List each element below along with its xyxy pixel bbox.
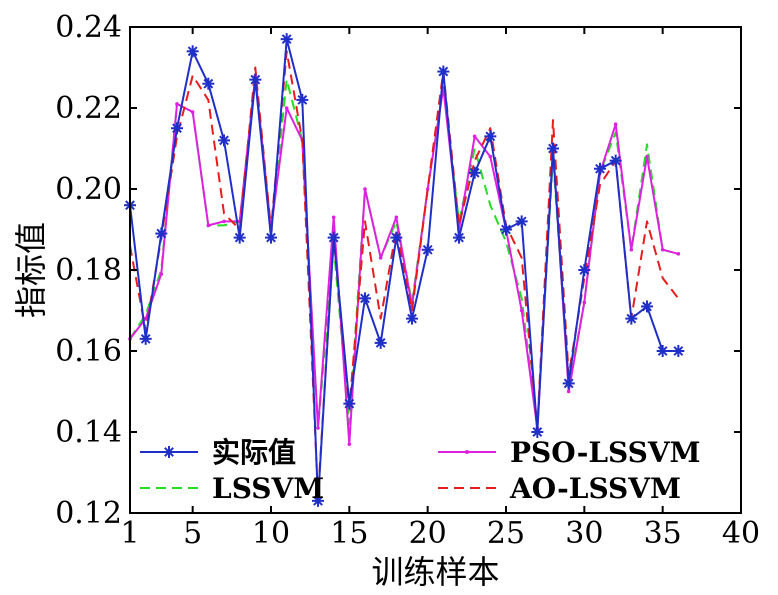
x-tick-label: 5 xyxy=(183,516,202,551)
data-point xyxy=(562,377,575,390)
series-line xyxy=(129,74,679,446)
data-point xyxy=(594,162,606,175)
legend: 实际值 PSO-LSSVM LSSVM AO-LSSVM xyxy=(140,436,701,505)
data-point xyxy=(171,122,183,135)
x-tick-label: 15 xyxy=(330,516,368,551)
data-point xyxy=(331,215,336,220)
legend-item: LSSVM xyxy=(140,472,324,505)
series-4 xyxy=(129,50,680,498)
data-point xyxy=(582,300,587,305)
data-point xyxy=(421,243,434,256)
legend-label: LSSVM xyxy=(212,472,324,505)
data-point xyxy=(625,312,638,325)
data-point xyxy=(676,252,681,256)
data-point xyxy=(316,426,320,430)
data-point xyxy=(390,231,403,244)
data-point xyxy=(378,256,383,260)
y-axis-label: 指标值 xyxy=(12,222,50,318)
data-point xyxy=(656,345,669,357)
data-point xyxy=(488,154,493,159)
data-point xyxy=(222,219,226,224)
x-axis-label: 训练样本 xyxy=(371,553,499,591)
legend-item: PSO-LSSVM xyxy=(438,436,701,469)
legend-label: 实际值 xyxy=(212,436,296,469)
data-point xyxy=(672,345,685,357)
data-point xyxy=(284,106,289,110)
data-point xyxy=(515,215,528,228)
legend-item: 实际值 xyxy=(140,436,296,469)
data-point xyxy=(186,45,199,58)
series-1 xyxy=(124,33,685,507)
data-point xyxy=(139,332,152,345)
data-point xyxy=(641,300,653,313)
y-tick-label: 0.12 xyxy=(55,496,122,531)
series-line xyxy=(129,50,680,498)
data-point xyxy=(453,231,465,244)
data-point xyxy=(206,223,211,228)
data-point xyxy=(468,166,481,179)
plot-lines xyxy=(124,33,685,507)
y-tick-label: 0.20 xyxy=(55,172,122,207)
data-point xyxy=(660,247,665,252)
x-tick-label: 10 xyxy=(252,516,290,551)
series-3 xyxy=(128,73,681,446)
data-point xyxy=(437,65,450,78)
data-point xyxy=(233,231,246,244)
data-point xyxy=(406,312,418,325)
series-line xyxy=(129,38,679,502)
y-tick-label: 0.18 xyxy=(55,253,122,288)
data-point xyxy=(359,292,371,305)
data-point xyxy=(155,227,168,240)
data-point xyxy=(202,77,215,90)
data-point xyxy=(531,426,544,438)
y-tick-label: 0.14 xyxy=(55,415,122,450)
data-point xyxy=(280,33,293,46)
data-point xyxy=(500,223,512,236)
data-point xyxy=(566,389,571,394)
data-point xyxy=(629,247,634,252)
data-point xyxy=(175,102,179,106)
data-point xyxy=(218,134,230,147)
legend-item: AO-LSSVM xyxy=(438,472,681,505)
y-tick-label: 0.24 xyxy=(55,10,122,45)
data-point xyxy=(613,122,618,126)
axis-ticks: 1 5 10 15 20 25 30 35 400.120.140.160.180.200.22… xyxy=(55,10,760,551)
x-tick-label: 25 xyxy=(487,516,525,551)
data-point xyxy=(265,231,277,244)
x-tick-label: 40 xyxy=(722,516,760,551)
data-point xyxy=(645,154,649,159)
data-point xyxy=(484,130,497,143)
data-point xyxy=(343,397,356,410)
data-point xyxy=(190,110,195,114)
data-point xyxy=(394,215,399,220)
data-point xyxy=(159,272,164,276)
data-point xyxy=(519,308,524,313)
data-point xyxy=(347,442,352,446)
x-tick-label: 30 xyxy=(565,516,603,551)
data-point xyxy=(249,73,262,86)
legend-label: AO-LSSVM xyxy=(509,472,681,505)
data-point xyxy=(296,93,309,106)
data-point xyxy=(363,187,367,191)
data-point xyxy=(374,336,387,349)
y-tick-label: 0.16 xyxy=(55,334,122,369)
x-tick-label: 20 xyxy=(409,516,447,551)
data-point xyxy=(312,494,324,507)
data-point xyxy=(327,231,340,244)
data-point xyxy=(578,264,591,276)
y-tick-label: 0.22 xyxy=(55,91,122,126)
data-point xyxy=(472,134,477,139)
data-point xyxy=(547,142,559,155)
data-point xyxy=(609,154,622,167)
x-tick-label: 1 xyxy=(120,516,139,551)
x-tick-label: 35 xyxy=(644,516,682,551)
legend-label: PSO-LSSVM xyxy=(510,436,701,469)
